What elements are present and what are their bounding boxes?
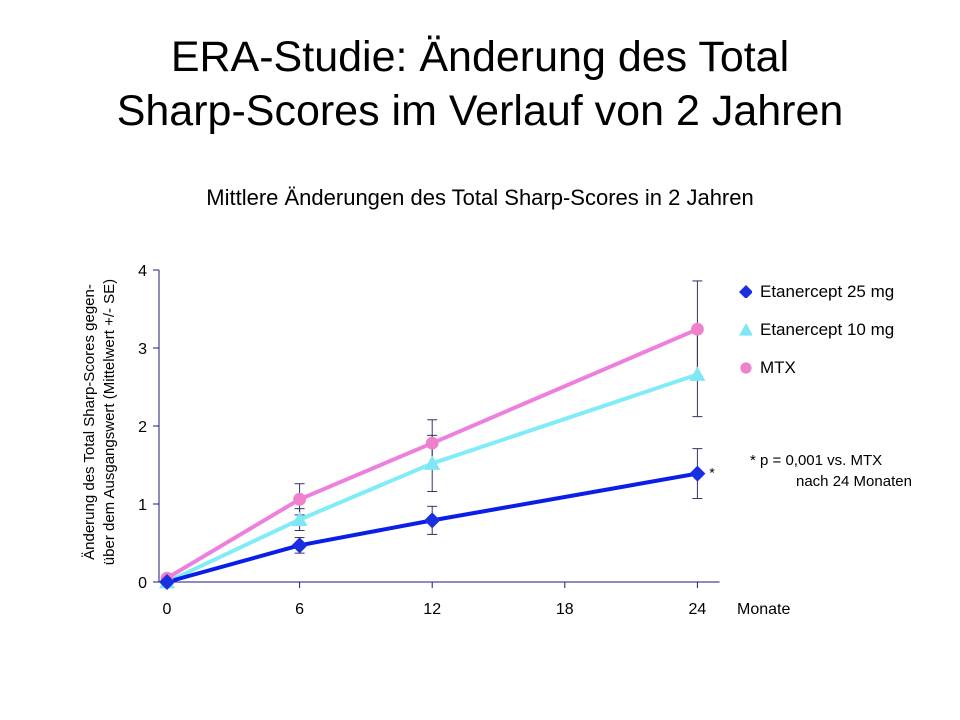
data-point [689, 465, 706, 482]
legend-label: Etanercept 25 mg [760, 282, 895, 301]
data-point [689, 366, 706, 381]
slide-title: ERA-Studie: Änderung des Total Sharp-Sco… [0, 30, 960, 138]
data-point [159, 574, 175, 590]
y-tick-label: 1 [138, 497, 147, 514]
series-layer: * [159, 280, 715, 590]
x-tick-label: 12 [423, 601, 441, 618]
x-axis-label: Monate [737, 601, 790, 618]
data-point [740, 362, 752, 374]
footnote-line1: * p = 0,001 vs. MTX [750, 452, 883, 469]
x-tick-label: 18 [556, 601, 574, 618]
legend-marker [739, 285, 752, 298]
x-tick-label: 24 [689, 601, 707, 618]
slide-title-line1: ERA-Studie: Änderung des Total [170, 33, 790, 81]
y-tick-label: 4 [138, 263, 147, 280]
annotation-asterisk: * [709, 465, 715, 481]
x-tick-label: 6 [295, 601, 304, 618]
y-axis-label: Änderung des Total Sharp-Scores gegen- ü… [81, 279, 118, 565]
y-axis-label-line1: Änderung des Total Sharp-Scores gegen- [81, 284, 98, 560]
data-point [424, 455, 441, 470]
series-line [166, 471, 698, 584]
data-point [739, 285, 752, 298]
data-point [293, 492, 306, 506]
y-tick-label: 3 [138, 341, 147, 358]
slide-title-line2: Sharp-Scores im Verlauf von 2 Jahren [116, 87, 844, 135]
data-point [425, 436, 439, 450]
footnote: * p = 0,001 vs. MTX nach 24 Monaten [750, 450, 912, 492]
legend-label: MTX [760, 358, 796, 377]
legend-marker [740, 362, 752, 374]
y-tick-label: 2 [138, 419, 147, 436]
chart-title: Mittlere Änderungen des Total Sharp-Scor… [206, 185, 754, 210]
legend-label: Etanercept 10 mg [760, 320, 895, 339]
footnote-line2: nach 24 Monaten [796, 473, 912, 490]
data-point [291, 511, 308, 526]
y-tick-label: 0 [138, 575, 147, 592]
data-point [691, 322, 704, 336]
legend-marker [739, 323, 752, 336]
y-axis-label-line2: über dem Ausgangswert (Mittelwert +/- SE… [101, 279, 118, 565]
data-point [739, 323, 752, 336]
series-line [166, 372, 699, 584]
series-line [165, 327, 699, 580]
x-tick-label: 0 [163, 601, 172, 618]
data-point [424, 512, 441, 529]
data-point [291, 537, 308, 554]
